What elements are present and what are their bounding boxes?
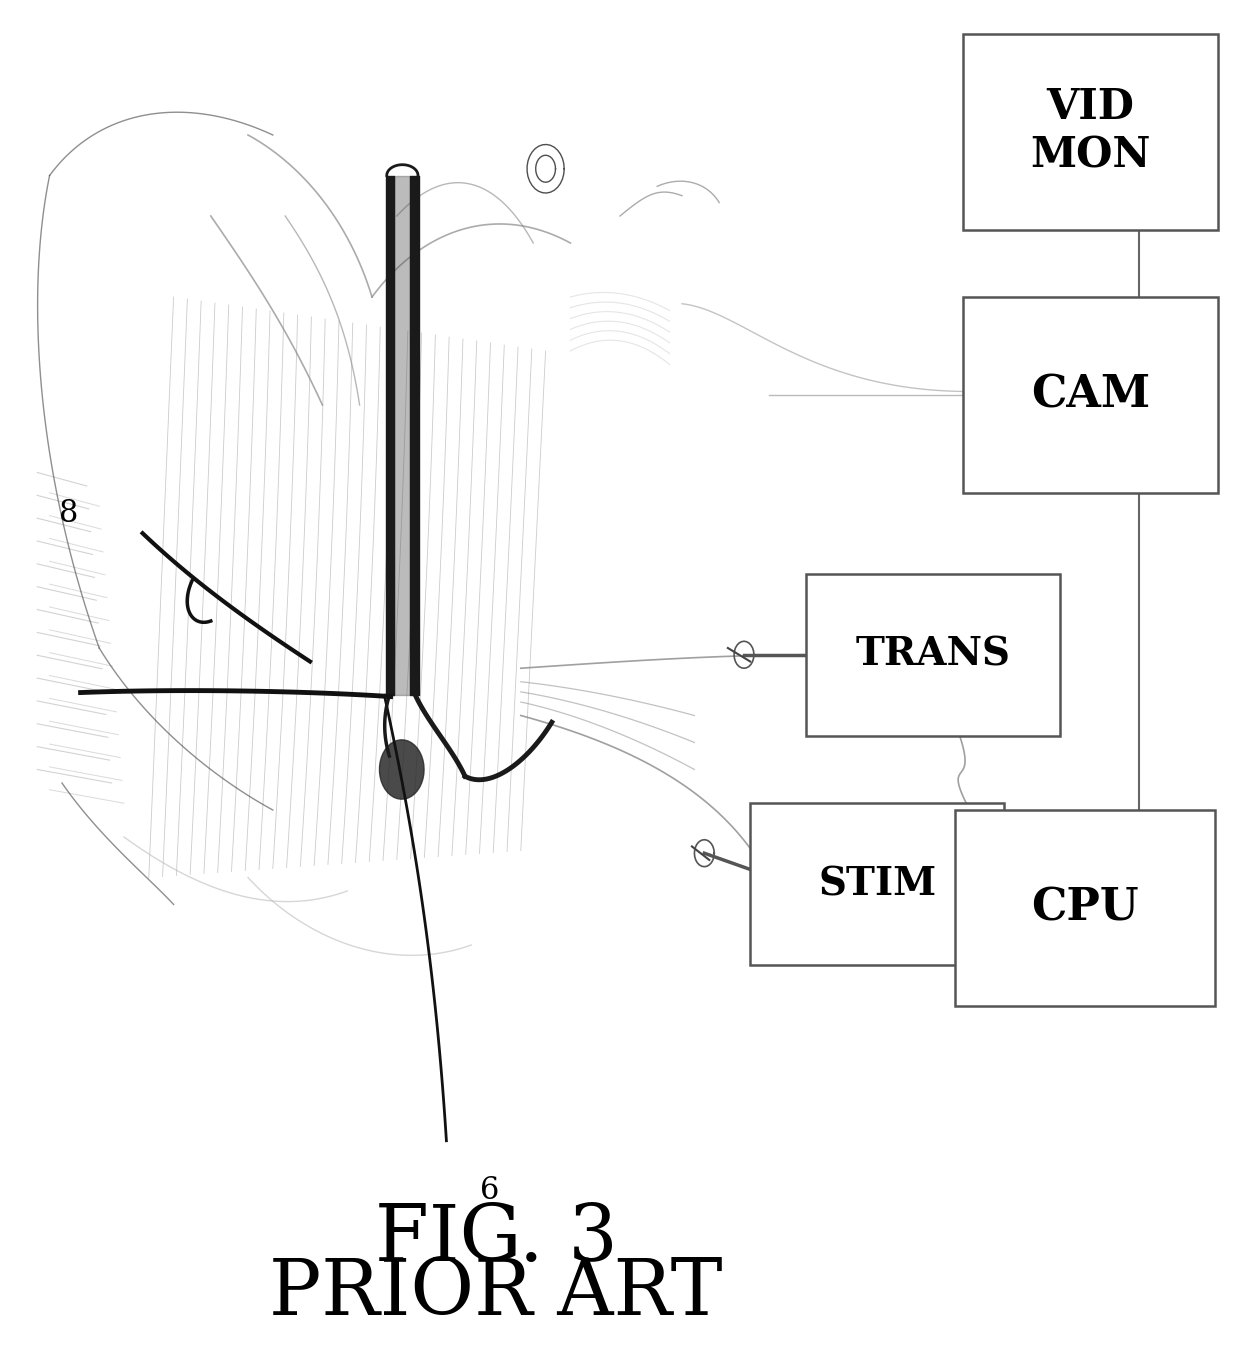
- FancyBboxPatch shape: [963, 34, 1218, 230]
- Text: TRANS: TRANS: [856, 636, 1011, 674]
- Polygon shape: [379, 740, 424, 799]
- FancyBboxPatch shape: [955, 810, 1215, 1006]
- Text: CPU: CPU: [1032, 887, 1138, 929]
- Text: VID
MON: VID MON: [1030, 86, 1151, 177]
- Text: FIG. 3: FIG. 3: [374, 1202, 618, 1277]
- FancyBboxPatch shape: [963, 297, 1218, 493]
- FancyBboxPatch shape: [806, 574, 1060, 736]
- Text: 8: 8: [58, 498, 78, 528]
- Text: STIM: STIM: [818, 865, 936, 903]
- FancyBboxPatch shape: [750, 803, 1004, 965]
- Text: CAM: CAM: [1030, 374, 1151, 416]
- Text: PRIOR ART: PRIOR ART: [269, 1256, 723, 1331]
- Text: 6: 6: [480, 1176, 500, 1206]
